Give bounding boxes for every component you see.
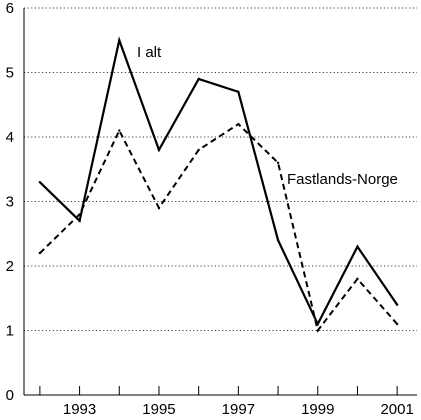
data-point-0-2001 — [395, 303, 399, 306]
data-point-1-1996 — [197, 148, 200, 152]
axes: 0 1 2 3 4 5 6 1993 1995 1997 1999 2001 — [6, 0, 417, 418]
y-tick-label-2: 2 — [6, 258, 14, 275]
data-point-1-1994 — [118, 129, 121, 132]
labels: I alt Fastlands-Norge — [137, 44, 398, 188]
data-point-0-1998 — [276, 239, 280, 242]
y-tick-label-1: 1 — [6, 323, 14, 340]
data-point-1-1998 — [276, 161, 280, 164]
data-point-0-1992 — [38, 180, 42, 184]
x-tick-label-1999: 1999 — [301, 401, 334, 418]
data-point-1-1992 — [38, 251, 42, 255]
data-point-0-1997 — [237, 90, 240, 94]
series-line-fastlands-norge — [39, 122, 398, 333]
y-tick-label-5: 5 — [6, 65, 14, 82]
data-point-0-2000 — [356, 245, 359, 248]
data-point-1-1995 — [157, 206, 161, 210]
y-tick-label-6: 6 — [6, 0, 14, 17]
x-tick-label-1997: 1997 — [222, 401, 255, 418]
series-line-i-alt — [39, 36, 399, 327]
y-tick-label-3: 3 — [6, 194, 14, 211]
data-point-0-1995 — [157, 148, 161, 152]
data-point-1-2001 — [395, 322, 399, 326]
x-tick-label-2001: 2001 — [380, 401, 413, 418]
data-point-1-1997 — [237, 122, 240, 126]
y-tick-label-0: 0 — [6, 387, 14, 404]
series-label-fastlands-norge: Fastlands-Norge — [287, 171, 398, 188]
x-tick-label-1995: 1995 — [142, 401, 175, 418]
series-lines — [38, 36, 399, 333]
x-tick-label-1993: 1993 — [63, 401, 96, 418]
y-tick-label-4: 4 — [6, 129, 14, 146]
data-point-0-1996 — [197, 77, 200, 81]
data-point-1-2000 — [356, 277, 359, 281]
series-label-i-alt: I alt — [137, 44, 162, 61]
data-point-0-1994 — [118, 39, 121, 42]
data-point-1-1993 — [78, 213, 81, 216]
data-point-0-1993 — [78, 219, 81, 223]
data-point-1-1999 — [316, 329, 319, 332]
gridlines — [24, 7, 417, 331]
